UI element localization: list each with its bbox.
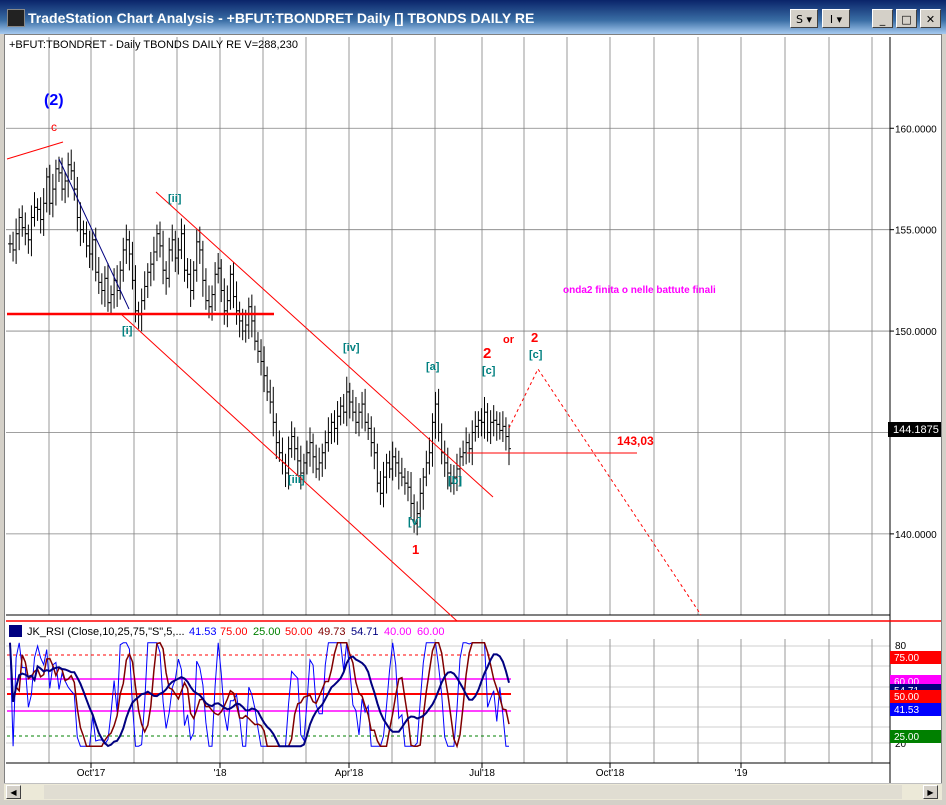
window-titlebar[interactable]: TradeStation Chart Analysis - +BFUT:TBON… (0, 0, 946, 34)
wave-2-alt-label: 2 (531, 330, 538, 345)
rsi-fast-line (9, 642, 509, 747)
rsi-axis-80: 80 (895, 641, 907, 652)
wave-1-label: 1 (412, 542, 419, 557)
comment-note: onda2 finita o nelle battute finali (563, 285, 716, 296)
maximize-button[interactable]: □ (896, 9, 917, 28)
price-tick-label: 160.0000 (895, 124, 937, 135)
wave-b-label: [b] (448, 475, 462, 487)
price-bar (507, 424, 511, 466)
indicator-val-2: 75.00 (220, 626, 248, 638)
wave-c-label: c (51, 120, 57, 134)
time-tick-label: '19 (734, 768, 747, 779)
indicator-icon (9, 625, 22, 637)
chart-header: +BFUT:TBONDRET - Daily TBONDS DAILY RE V… (9, 39, 298, 51)
wave-a-label: [a] (426, 361, 440, 373)
app-icon (7, 9, 25, 27)
rsi-average-line (9, 642, 510, 748)
rsi-value-box: 75.00 (890, 651, 941, 664)
svg-text:25.00: 25.00 (894, 732, 919, 743)
indicator-name: JK_RSI (Close,10,25,75,"S",5,... (27, 626, 185, 638)
scroll-right-icon[interactable]: ▶ (923, 785, 938, 799)
minimize-button[interactable]: _ (872, 9, 893, 28)
time-axis-labels: Oct'17 '18 Apr'18 Jul'18 Oct'18 '19 (77, 763, 748, 779)
indicator-val-3: 25.00 (253, 626, 281, 638)
indicator-header: JK_RSI (Close,10,25,75,"S",5,... 41.53 7… (27, 626, 445, 638)
time-tick-label: Jul'18 (469, 768, 495, 779)
rsi-value-box: 41.53 (890, 703, 941, 716)
indicator-val-1: 41.53 (189, 626, 217, 638)
last-price-box (888, 422, 941, 437)
wave-iii-label: [iii] (288, 474, 305, 486)
time-tick-label: Apr'18 (335, 768, 364, 779)
price-bars (8, 149, 511, 536)
price-tick-label: 155.0000 (895, 226, 937, 237)
time-tick-label: '18 (213, 768, 226, 779)
wave-c-bracket-label: [c] (482, 365, 496, 377)
wave-v-label: [v] (408, 516, 422, 528)
wave2-top-line (6, 141, 64, 160)
channel-upper-line (155, 191, 494, 498)
wave-2-label: 2 (483, 345, 491, 362)
chart-frame[interactable]: +BFUT:TBONDRET - Daily TBONDS DAILY RE V… (4, 34, 942, 800)
wave-i-trendline (58, 158, 130, 310)
close-button[interactable]: ✕ (920, 9, 941, 28)
strategy-menu-button[interactable]: S ▾ (790, 9, 818, 28)
or-label: or (503, 334, 515, 346)
horizontal-scrollbar[interactable]: ◀ ▶ (4, 783, 942, 800)
svg-text:60.00: 60.00 (894, 677, 919, 688)
price-tick-label: 150.0000 (895, 327, 937, 338)
rsi-axis-20: 20 (895, 739, 907, 750)
scroll-left-icon[interactable]: ◀ (6, 785, 21, 799)
window-title: TradeStation Chart Analysis - +BFUT:TBON… (28, 10, 535, 26)
price-tick-label: 140.0000 (895, 530, 937, 541)
svg-text:41.53: 41.53 (894, 705, 919, 716)
svg-text:75.00: 75.00 (894, 653, 919, 664)
rsi-value-box: 50.00 (890, 690, 941, 703)
wave-iv-label: [iv] (343, 342, 360, 354)
wave-ii-label: [ii] (168, 193, 182, 205)
indicator-val-4: 50.00 (285, 626, 313, 638)
svg-text:50.00: 50.00 (894, 692, 919, 703)
wave-c-alt-label: [c] (529, 349, 543, 361)
chart-canvas[interactable]: +BFUT:TBONDRET - Daily TBONDS DAILY RE V… (5, 35, 942, 800)
rsi-value-box: 25.00 (890, 730, 941, 743)
indicator-val-8: 60.00 (417, 626, 445, 638)
time-tick-label: Oct'17 (77, 768, 106, 779)
indicator-val-7: 40.00 (384, 626, 412, 638)
rsi-slow-line (9, 641, 510, 749)
indicator-val-5: 49.73 (318, 626, 346, 638)
indicator-val-6: 54.71 (351, 626, 379, 638)
wave-i-label: [i] (122, 325, 133, 337)
level-14303-label: 143,03 (617, 434, 654, 448)
channel-lower-line (120, 313, 458, 622)
indicator-menu-button[interactable]: I ▾ (822, 9, 850, 28)
wave-2-major-label: (2) (44, 92, 64, 109)
price-grid (6, 37, 890, 615)
scroll-thumb[interactable] (44, 785, 902, 799)
last-price-label: 144.1875 (893, 424, 939, 436)
time-tick-label: Oct'18 (596, 768, 625, 779)
